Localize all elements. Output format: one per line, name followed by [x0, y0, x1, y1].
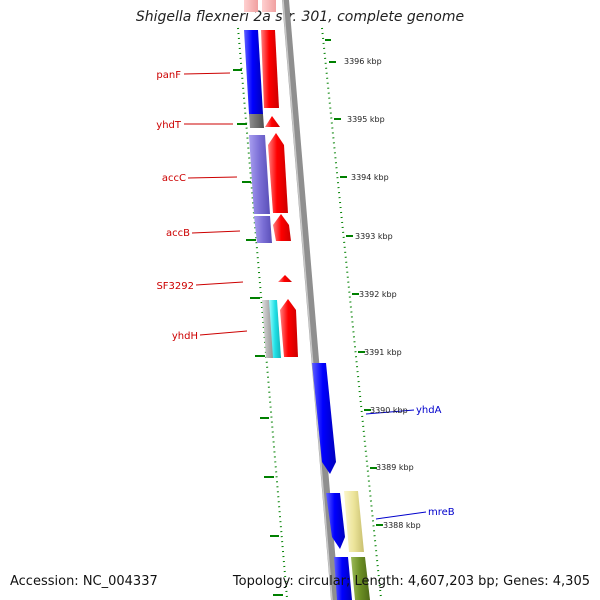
scale-label: 3392 kbp — [359, 290, 397, 299]
scale-label: 3395 kbp — [347, 115, 385, 124]
gene-label-yhdH[interactable]: yhdH — [172, 331, 198, 342]
outer-ruler-ticks — [325, 39, 383, 526]
scale-label: 3394 kbp — [351, 173, 389, 182]
gene-label-yhdA[interactable]: yhdA — [416, 405, 442, 416]
scale-label: 3393 kbp — [355, 232, 393, 241]
cog-track-inner — [244, 0, 281, 358]
cog-block — [344, 491, 364, 552]
outer-ruler — [321, 27, 382, 599]
cog-block — [269, 300, 281, 358]
scale-label: 3388 kbp — [383, 521, 421, 530]
cog-block — [249, 114, 264, 128]
gene-label-SF3292[interactable]: SF3292 — [156, 281, 194, 292]
label-leaders-right — [365, 409, 427, 520]
scale-label: 3396 kbp — [344, 57, 382, 66]
reverse-strand-track — [312, 363, 370, 600]
scale-label: 3390 kbp — [370, 406, 408, 415]
gene-yhdA-block — [312, 363, 336, 474]
forward-strand-track — [261, 0, 298, 357]
cog-block — [249, 135, 270, 214]
label-leaders-left — [183, 72, 248, 336]
genome-title: Shigella flexneri 2a str. 301, complete … — [135, 9, 465, 25]
inner-ruler-ticks — [233, 69, 283, 596]
gene-accB-block — [273, 214, 291, 241]
cog-block — [244, 30, 263, 114]
gene-label-panF[interactable]: panF — [156, 70, 181, 81]
gene-label-yhdT[interactable]: yhdT — [156, 120, 182, 131]
genome-summary-text: Topology: circular; Length: 4,607,203 bp… — [232, 574, 590, 589]
backbone-highlight — [282, 0, 333, 600]
cog-block — [254, 216, 272, 243]
gene-yhdT-block — [265, 116, 280, 127]
scale-label: 3389 kbp — [376, 463, 414, 472]
gene-panF-block — [261, 30, 279, 108]
gene-SF3292-block — [278, 275, 292, 282]
accession-text: Accession: NC_004337 — [10, 574, 158, 589]
gene-yhdH-block — [280, 299, 298, 357]
cog-block — [351, 557, 370, 600]
gene-label-accB[interactable]: accB — [166, 228, 190, 239]
gene-mreB-block — [326, 493, 345, 549]
gene-label-mreB[interactable]: mreB — [428, 507, 455, 518]
gene-block — [262, 0, 276, 12]
gene-label-accC[interactable]: accC — [162, 173, 186, 184]
cog-block — [244, 0, 258, 12]
gene-accC-block — [268, 133, 288, 213]
gene-block — [334, 557, 352, 600]
scale-label: 3391 kbp — [364, 348, 402, 357]
